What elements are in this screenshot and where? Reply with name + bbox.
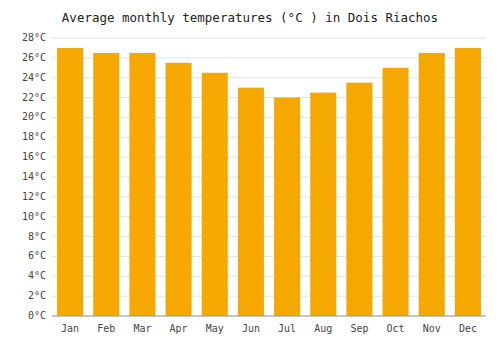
y-tick-label: 12°C bbox=[22, 191, 46, 202]
x-tick-label: Feb bbox=[97, 323, 115, 334]
x-axis-line bbox=[52, 316, 486, 317]
bar bbox=[202, 73, 228, 316]
x-tick-label: Dec bbox=[459, 323, 477, 334]
y-axis: 0°C 2°C 4°C 6°C 8°C 10°C 12°C 14°C 16°C 18°C 20°C 2… bbox=[22, 32, 46, 321]
y-tick-label: 16°C bbox=[22, 151, 46, 162]
x-tick-label: Jan bbox=[61, 323, 79, 334]
bar bbox=[346, 83, 372, 316]
y-tick-label: 22°C bbox=[22, 92, 46, 103]
x-tick-label: May bbox=[206, 323, 224, 334]
bar bbox=[419, 53, 445, 316]
bar bbox=[57, 48, 83, 316]
y-tick-label: 4°C bbox=[28, 270, 46, 281]
x-axis: Jan Feb Mar Apr May Jun Jul Aug Sep Oct Nov Dec bbox=[52, 316, 486, 334]
title: Average monthly temperatures (°C ) in Do… bbox=[62, 10, 438, 25]
chart: 0°C 2°C 4°C 6°C 8°C 10°C 12°C 14°C 16°C 18°C 20°C 2… bbox=[0, 0, 500, 350]
grid bbox=[52, 38, 486, 316]
bar bbox=[129, 53, 155, 316]
bar bbox=[238, 88, 264, 316]
x-tick-label: Sep bbox=[350, 323, 368, 334]
y-tick-label: 10°C bbox=[22, 211, 46, 222]
grid-line bbox=[52, 316, 486, 317]
y-tick-label: 20°C bbox=[22, 111, 46, 122]
grid-line bbox=[52, 38, 486, 39]
bar bbox=[274, 98, 300, 316]
y-tick-label: 26°C bbox=[22, 52, 46, 63]
y-tick-label: 2°C bbox=[28, 290, 46, 301]
y-tick-label: 24°C bbox=[22, 72, 46, 83]
bar bbox=[455, 48, 481, 316]
y-tick-label: 18°C bbox=[22, 131, 46, 142]
y-tick-label: 8°C bbox=[28, 231, 46, 242]
bar bbox=[310, 93, 336, 316]
bar bbox=[93, 53, 119, 316]
x-tick-label: Jul bbox=[278, 323, 296, 334]
x-tick-label: Aug bbox=[314, 323, 332, 334]
bar bbox=[166, 63, 192, 316]
x-tick-label: Apr bbox=[170, 323, 188, 334]
y-tick-label: 14°C bbox=[22, 171, 46, 182]
x-tick-label: Mar bbox=[133, 323, 151, 334]
x-tick-label: Oct bbox=[387, 323, 405, 334]
y-tick-label: 0°C bbox=[28, 310, 46, 321]
bar bbox=[383, 68, 409, 316]
bars bbox=[57, 48, 481, 316]
chart-container: 0°C 2°C 4°C 6°C 8°C 10°C 12°C 14°C 16°C 18°C 20°C 2… bbox=[0, 0, 500, 350]
x-tick-label: Nov bbox=[423, 323, 441, 334]
y-tick-label: 28°C bbox=[22, 32, 46, 43]
x-tick-label: Jun bbox=[242, 323, 260, 334]
y-tick-label: 6°C bbox=[28, 250, 46, 261]
